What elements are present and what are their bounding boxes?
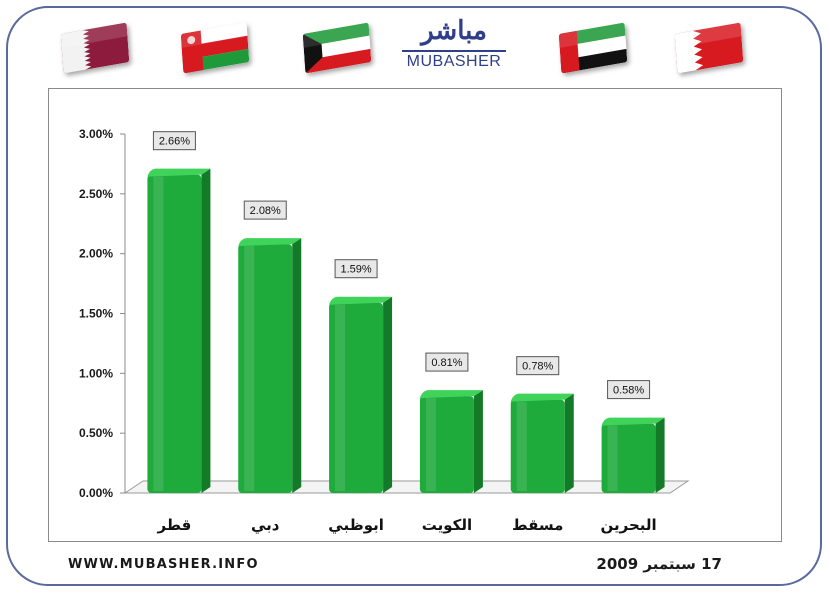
data-label-box <box>243 200 287 220</box>
bar-highlight <box>244 246 255 491</box>
category-label: دبي <box>251 517 280 534</box>
y-tick-label: 2.00% <box>79 247 113 261</box>
bar-top <box>419 390 483 399</box>
qatar-flag-icon <box>60 22 130 74</box>
category-label: مسقط <box>512 517 563 534</box>
y-tick-label: 0.00% <box>79 486 113 500</box>
uae-flag-icon <box>558 22 628 74</box>
report-date: 17 سبتمبر 2009 <box>596 555 722 573</box>
data-label-box <box>152 131 196 151</box>
bar-side <box>292 238 302 493</box>
category-label: ابوظبي <box>328 517 384 534</box>
bar-front <box>238 244 293 493</box>
bar-1: 2.66% قطر <box>147 131 211 534</box>
bar-top <box>329 296 393 305</box>
data-label-box <box>607 380 651 400</box>
data-label-box <box>516 356 560 376</box>
bar-side <box>655 417 665 493</box>
website-url: WWW.MUBASHER.INFO <box>68 557 259 572</box>
bar-top <box>238 238 302 247</box>
y-tick-label: 2.50% <box>79 187 113 201</box>
data-label: 0.81% <box>431 357 462 369</box>
data-label: 0.58% <box>613 385 644 397</box>
bar-top <box>601 417 665 426</box>
bar-5: 0.78% مسقط <box>510 356 574 534</box>
header: مباشر MUBASHER <box>0 0 830 84</box>
y-tick-label: 0.50% <box>79 426 113 440</box>
logo-english-text: MUBASHER <box>402 50 506 71</box>
bar-highlight <box>335 304 346 491</box>
bar-side <box>564 393 574 493</box>
data-label: 0.78% <box>522 361 553 373</box>
category-label: قطر <box>157 517 192 534</box>
category-label: البحرين <box>600 517 656 534</box>
bar-front <box>419 396 474 493</box>
bar-side <box>201 168 211 494</box>
bar-top <box>510 393 574 402</box>
bar-3: 1.59% ابوظبي <box>328 259 393 534</box>
data-label-box <box>334 259 378 279</box>
y-tick-label: 3.00% <box>79 127 113 141</box>
bar-front <box>329 302 384 493</box>
data-label: 2.08% <box>250 205 281 217</box>
bar-highlight <box>607 425 618 491</box>
logo-arabic-text: مباشر <box>421 16 487 46</box>
bar-highlight <box>425 398 436 491</box>
bar-6: 0.58% البحرين <box>600 380 665 534</box>
oman-flag-icon <box>180 22 250 74</box>
category-label: الكويت <box>422 517 472 534</box>
kuwait-flag-icon <box>302 22 372 74</box>
bar-highlight <box>516 401 527 491</box>
y-tick-label: 1.50% <box>79 307 113 321</box>
bar-4: 0.81% الكويت <box>419 352 483 534</box>
bar-side <box>383 296 393 493</box>
data-label-box <box>425 352 469 372</box>
data-label: 2.66% <box>159 136 190 148</box>
bar-side <box>473 390 483 493</box>
bahrain-flag-icon <box>674 22 744 74</box>
bar-front <box>147 174 202 494</box>
bar-top <box>147 168 211 177</box>
y-tick-label: 1.00% <box>79 366 113 380</box>
bar-2: 2.08% دبي <box>238 200 302 534</box>
data-label: 1.59% <box>340 264 371 276</box>
bar-front <box>510 399 565 493</box>
bar-front <box>601 423 656 493</box>
bar-highlight <box>153 176 164 492</box>
mubasher-logo: مباشر MUBASHER <box>402 14 506 76</box>
